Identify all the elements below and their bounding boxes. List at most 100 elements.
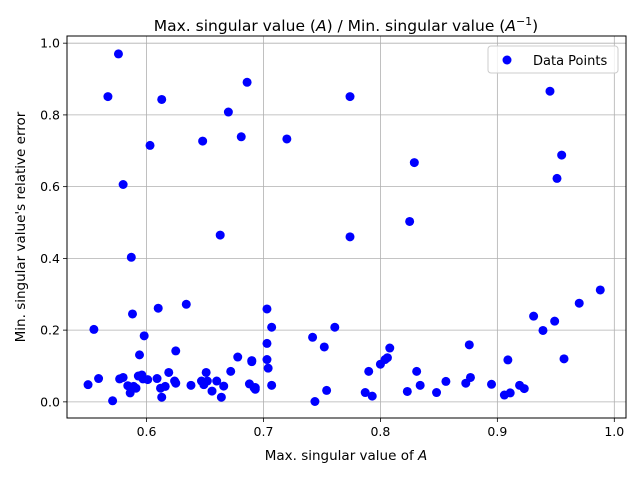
data-point — [219, 381, 229, 391]
data-point — [330, 322, 340, 332]
data-point — [153, 303, 163, 313]
legend-box — [487, 45, 619, 74]
data-point — [529, 311, 539, 321]
data-point — [262, 304, 272, 314]
data-point — [550, 316, 560, 326]
data-point — [160, 381, 170, 391]
data-point — [250, 383, 260, 393]
data-point — [226, 366, 236, 376]
data-point — [233, 352, 243, 362]
data-point — [405, 216, 415, 226]
data-point — [212, 376, 222, 386]
data-point — [574, 298, 584, 308]
data-point — [186, 380, 196, 390]
data-point — [364, 366, 374, 376]
data-point — [267, 322, 277, 332]
data-point — [202, 376, 212, 386]
y-tick-label: 0.4 — [40, 251, 60, 266]
data-point — [127, 309, 137, 319]
x-axis-label: Max. singular value of A — [265, 448, 428, 464]
data-point — [247, 357, 257, 367]
data-point — [198, 136, 208, 146]
data-point — [83, 380, 93, 390]
grid-lines — [67, 36, 626, 418]
data-point — [207, 386, 217, 396]
data-point — [382, 353, 392, 363]
data-point — [171, 378, 181, 388]
data-point — [94, 374, 104, 384]
y-tick-label: 0.2 — [40, 323, 60, 338]
y-tick-label: 0.6 — [40, 179, 60, 194]
data-point — [402, 386, 412, 396]
data-point — [409, 158, 419, 168]
data-point — [139, 331, 149, 341]
data-point — [118, 372, 128, 382]
data-point — [118, 179, 128, 189]
legend: Data Points — [487, 45, 619, 74]
data-point — [164, 367, 174, 377]
data-point — [412, 366, 422, 376]
data-point — [345, 232, 355, 242]
data-point — [415, 380, 425, 390]
data-point — [152, 374, 162, 384]
data-point — [310, 397, 320, 407]
data-point — [385, 343, 395, 353]
data-point — [505, 388, 515, 398]
chart-title-a1: A — [315, 17, 327, 35]
data-point — [89, 324, 99, 334]
data-point — [503, 355, 513, 365]
x-axis-label-text: Max. singular value of — [265, 448, 418, 464]
data-point — [360, 388, 370, 398]
legend-label: Data Points — [533, 54, 607, 69]
data-point — [143, 375, 153, 385]
data-point — [108, 396, 118, 406]
data-point — [267, 380, 277, 390]
data-point — [432, 388, 442, 398]
data-point — [126, 252, 136, 262]
data-point — [282, 134, 292, 144]
data-point — [157, 94, 167, 104]
data-point — [236, 132, 246, 142]
y-tick-label: 1.0 — [40, 36, 60, 51]
data-point — [557, 150, 567, 160]
x-tick-label: 0.9 — [487, 424, 507, 439]
x-tick-label: 0.8 — [370, 424, 390, 439]
data-point — [145, 140, 155, 150]
x-tick-label: 0.7 — [254, 424, 274, 439]
chart-title-part-1: Max. singular value ( — [154, 17, 316, 35]
plot-frame — [66, 35, 627, 419]
y-tick-label: 0.8 — [40, 107, 60, 122]
x-tick-label: 1.0 — [604, 424, 624, 439]
data-point — [135, 350, 145, 360]
data-point — [171, 346, 181, 356]
chart-title-a2: A — [504, 17, 516, 35]
data-point — [262, 355, 272, 365]
y-axis-label: Min. singular value's relative error — [13, 111, 29, 342]
data-point — [319, 342, 329, 352]
data-point — [519, 384, 529, 394]
data-point — [487, 379, 497, 389]
data-point — [131, 383, 141, 393]
data-point — [262, 338, 272, 348]
x-axis-ticks: 0.6 0.7 0.8 0.9 1.0 — [137, 418, 624, 439]
data-point — [216, 392, 226, 402]
data-point — [552, 173, 562, 183]
data-points — [83, 49, 605, 407]
x-tick-label: 0.6 — [137, 424, 157, 439]
chart-title-part-2: ) / Min. singular value ( — [327, 17, 506, 35]
data-point — [465, 372, 475, 382]
data-point — [181, 299, 191, 309]
data-point — [201, 367, 211, 377]
data-point — [263, 363, 273, 373]
y-axis-ticks: 0.0 0.2 0.4 0.6 0.8 1.0 — [40, 36, 67, 409]
data-point — [464, 340, 474, 350]
data-point — [223, 107, 233, 117]
data-point — [559, 354, 569, 364]
data-point — [595, 285, 605, 295]
chart-title: Max. singular value (A) / Min. singular … — [154, 15, 538, 35]
data-point — [538, 325, 548, 335]
data-point — [308, 332, 318, 342]
data-point — [367, 391, 377, 401]
